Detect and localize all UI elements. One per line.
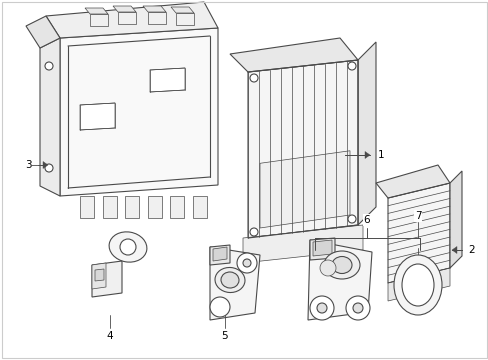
Circle shape <box>347 62 355 70</box>
Circle shape <box>347 215 355 223</box>
Polygon shape <box>150 68 184 92</box>
Polygon shape <box>46 2 218 38</box>
Polygon shape <box>125 196 139 218</box>
Ellipse shape <box>331 256 351 274</box>
Polygon shape <box>209 245 229 265</box>
Polygon shape <box>449 171 461 268</box>
Polygon shape <box>209 247 260 320</box>
Polygon shape <box>364 152 369 158</box>
Polygon shape <box>309 238 334 260</box>
Ellipse shape <box>215 267 244 293</box>
Polygon shape <box>80 196 94 218</box>
Ellipse shape <box>401 264 433 306</box>
Text: 4: 4 <box>106 331 113 341</box>
Polygon shape <box>26 16 60 48</box>
Polygon shape <box>193 196 206 218</box>
Polygon shape <box>142 6 165 12</box>
Polygon shape <box>60 28 218 196</box>
Polygon shape <box>92 261 122 297</box>
Polygon shape <box>95 269 104 281</box>
Polygon shape <box>148 12 165 24</box>
Text: 6: 6 <box>363 215 369 225</box>
Circle shape <box>45 62 53 70</box>
Polygon shape <box>118 12 136 24</box>
Polygon shape <box>357 42 375 225</box>
Polygon shape <box>247 60 357 238</box>
Polygon shape <box>387 268 449 301</box>
Polygon shape <box>229 38 357 72</box>
Polygon shape <box>387 183 449 283</box>
Ellipse shape <box>319 260 335 276</box>
Polygon shape <box>170 196 183 218</box>
Ellipse shape <box>221 272 239 288</box>
Circle shape <box>120 239 136 255</box>
Text: 3: 3 <box>24 160 31 170</box>
Polygon shape <box>92 263 106 289</box>
Polygon shape <box>113 6 136 12</box>
Text: 7: 7 <box>414 211 421 221</box>
Polygon shape <box>312 240 331 256</box>
Circle shape <box>209 297 229 317</box>
Circle shape <box>243 259 250 267</box>
Polygon shape <box>90 14 108 26</box>
Circle shape <box>309 296 333 320</box>
Text: 5: 5 <box>221 331 228 341</box>
Ellipse shape <box>109 232 146 262</box>
Polygon shape <box>80 103 115 130</box>
Polygon shape <box>148 196 162 218</box>
Polygon shape <box>171 7 194 13</box>
Circle shape <box>45 164 53 172</box>
Circle shape <box>249 228 258 236</box>
Polygon shape <box>176 13 194 25</box>
Polygon shape <box>307 240 371 320</box>
Circle shape <box>316 303 326 313</box>
Polygon shape <box>85 8 108 14</box>
Circle shape <box>346 296 369 320</box>
Polygon shape <box>213 247 226 261</box>
Circle shape <box>352 303 362 313</box>
Polygon shape <box>243 225 362 263</box>
Polygon shape <box>40 38 60 196</box>
Polygon shape <box>260 151 349 228</box>
Circle shape <box>249 74 258 82</box>
Polygon shape <box>375 165 449 198</box>
Polygon shape <box>103 196 117 218</box>
Text: 2: 2 <box>468 245 474 255</box>
Ellipse shape <box>324 251 359 279</box>
Ellipse shape <box>393 255 441 315</box>
Polygon shape <box>43 162 48 168</box>
Polygon shape <box>451 247 456 253</box>
Text: 1: 1 <box>377 150 384 160</box>
Circle shape <box>237 253 257 273</box>
